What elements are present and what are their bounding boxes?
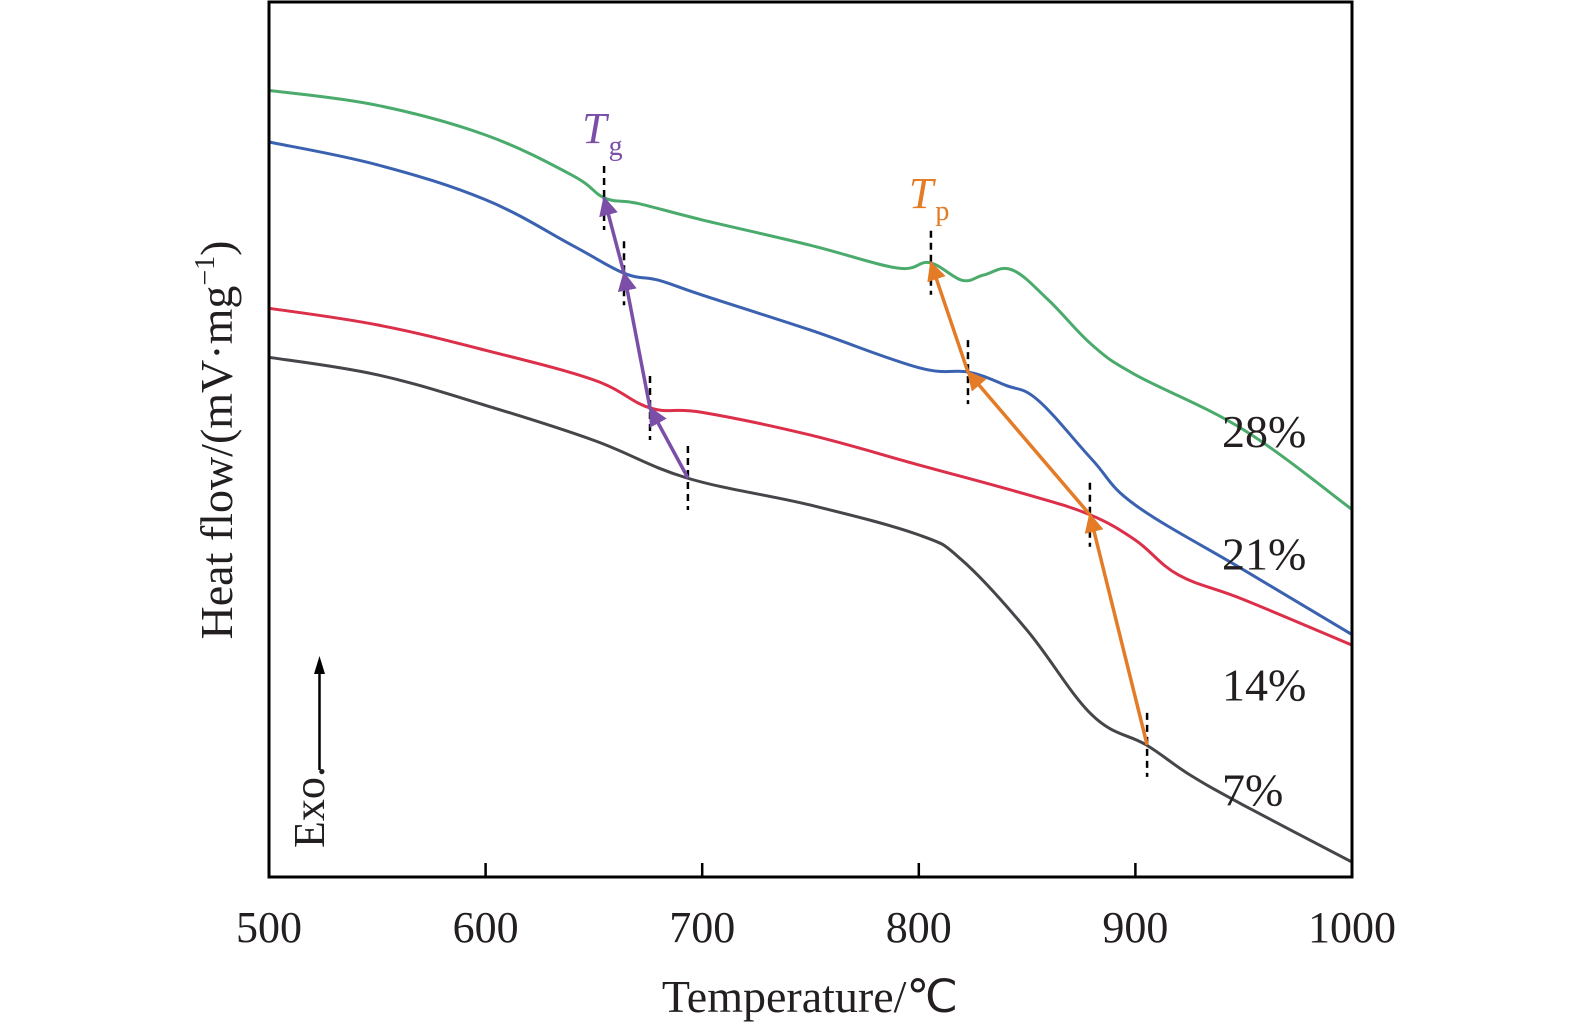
annotation-tp: Tp [909, 169, 1149, 777]
series-line-7pct [267, 355, 1354, 864]
y-axis-title: Heat flow/(mV·mg−1) [190, 241, 242, 640]
x-tick-label-1000: 1000 [1308, 903, 1396, 952]
series-label-7pct: 7% [1222, 765, 1283, 816]
x-axis-ticks: 500 600 700 800 900 1000 [236, 863, 1396, 952]
annotation-label-tg: Tg [582, 104, 622, 162]
x-axis-title: Temperature/℃ [662, 971, 958, 1022]
annotation-label-sub: p [935, 196, 949, 227]
arrow-tg-7pct-to-14pct [648, 406, 690, 479]
x-tick-label-900: 900 [1102, 903, 1168, 952]
exo-label: Exo. [285, 766, 334, 848]
series-layer [267, 88, 1354, 864]
arrow-tp-21pct-to-28pct [927, 260, 970, 373]
series-line-21pct [267, 140, 1354, 637]
exo-indicator: Exo. [285, 656, 334, 848]
annotation-tg: Tg [582, 104, 690, 510]
series-label-21pct: 21% [1222, 528, 1306, 579]
series-labels: 28% 21% 14% 7% [1222, 406, 1306, 816]
series-label-14pct: 14% [1222, 660, 1306, 711]
annotation-label-tp: Tp [909, 169, 949, 227]
series-label-28pct: 28% [1222, 406, 1306, 457]
arrow-tp-14pct-to-21pct [966, 370, 1092, 516]
arrow-tp-7pct-to-14pct [1084, 512, 1149, 746]
arrow-tg-14pct-to-21pct [617, 271, 652, 409]
y-axis-title-close: ) [191, 241, 242, 256]
series-line-28pct [267, 88, 1354, 511]
plot-frame [267, 0, 1354, 879]
y-axis-title-sup: −1 [190, 256, 221, 286]
y-axis-title-main: Heat flow/(mV·mg [191, 286, 242, 640]
exo-arrow-icon [314, 656, 325, 674]
arrow-tg-21pct-to-28pct [599, 196, 626, 274]
x-tick-label-700: 700 [669, 903, 735, 952]
x-tick-label-800: 800 [886, 903, 952, 952]
x-tick-label-600: 600 [453, 903, 519, 952]
svg-text:Heat flow/(mV·mg−1): Heat flow/(mV·mg−1) [190, 241, 242, 640]
annotation-label-sub: g [609, 131, 623, 162]
series-line-14pct [267, 306, 1354, 647]
annotation-label-main: T [582, 104, 610, 153]
annotation-label-main: T [909, 169, 937, 218]
x-tick-label-500: 500 [236, 903, 302, 952]
